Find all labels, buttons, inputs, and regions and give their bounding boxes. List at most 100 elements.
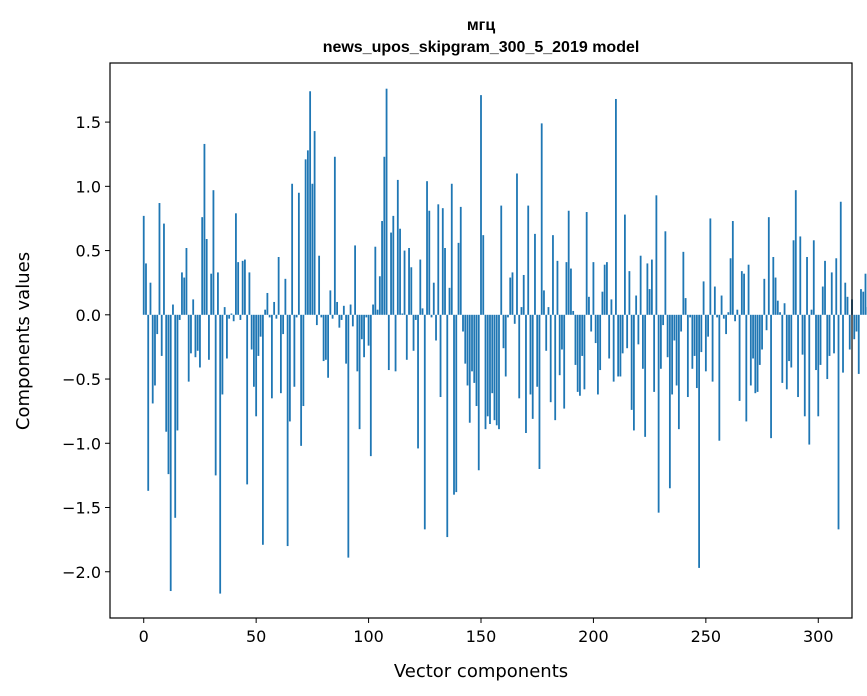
bar xyxy=(390,232,392,315)
bar xyxy=(480,95,482,315)
bar xyxy=(457,242,460,315)
bar xyxy=(662,314,665,326)
bar xyxy=(547,307,550,315)
bar xyxy=(437,204,440,315)
bar xyxy=(450,183,453,315)
bar xyxy=(565,262,568,315)
bar xyxy=(716,314,718,318)
bar xyxy=(369,314,372,457)
bar xyxy=(378,276,381,315)
bar xyxy=(464,314,467,364)
x-tick-label: 250 xyxy=(691,627,722,646)
bar xyxy=(405,314,408,360)
bar xyxy=(428,210,431,315)
bar xyxy=(846,296,849,315)
bar xyxy=(160,314,163,356)
bar xyxy=(803,314,806,417)
y-tick-label: −2.0 xyxy=(62,563,101,582)
bar xyxy=(659,314,662,369)
bar xyxy=(439,314,442,398)
bar xyxy=(648,289,651,315)
bar xyxy=(315,314,318,326)
bar xyxy=(446,314,449,538)
bar xyxy=(158,203,161,315)
bar xyxy=(520,307,523,315)
bar xyxy=(601,291,604,315)
bar xyxy=(172,304,174,315)
bar xyxy=(498,314,500,430)
bar xyxy=(277,256,280,315)
bar xyxy=(531,314,534,419)
bar xyxy=(300,314,303,446)
bar xyxy=(455,314,458,493)
bar xyxy=(262,314,264,545)
bar xyxy=(655,195,658,315)
bar xyxy=(324,314,327,360)
bar xyxy=(830,272,833,315)
bar xyxy=(709,218,712,315)
bar xyxy=(754,314,757,394)
bar xyxy=(358,314,361,430)
bar xyxy=(295,314,298,318)
bar xyxy=(203,143,206,315)
chart-title-line2: news_upos_skipgram_300_5_2019 model xyxy=(323,39,640,56)
bar xyxy=(475,314,478,407)
bar xyxy=(543,290,545,315)
x-tick-label: 200 xyxy=(578,627,609,646)
bar xyxy=(154,314,156,386)
bar xyxy=(250,314,253,350)
bar xyxy=(253,314,255,387)
bar xyxy=(579,314,581,396)
bar xyxy=(183,277,186,315)
bar xyxy=(181,272,183,315)
bar xyxy=(842,314,844,373)
chart-title-line1: мгц xyxy=(467,17,496,34)
bar xyxy=(624,214,626,315)
bar xyxy=(592,262,595,315)
bar xyxy=(187,314,190,382)
bar xyxy=(700,314,703,353)
x-tick-label: 100 xyxy=(353,627,384,646)
bar xyxy=(686,314,689,398)
bar xyxy=(239,314,242,320)
x-axis-label: Vector components xyxy=(394,661,568,682)
bar xyxy=(471,314,473,372)
bar xyxy=(363,314,365,358)
bar xyxy=(588,296,590,315)
bar xyxy=(297,192,300,315)
bar xyxy=(644,314,647,437)
bar xyxy=(169,314,172,592)
bar xyxy=(806,256,808,315)
bar xyxy=(401,313,404,315)
bar xyxy=(783,303,786,315)
bar xyxy=(214,314,217,476)
bar xyxy=(453,314,455,495)
y-tick-label: 1.0 xyxy=(76,177,101,196)
bar xyxy=(291,183,294,315)
bar xyxy=(165,314,168,432)
bar xyxy=(237,262,240,315)
bar xyxy=(781,314,784,383)
bar xyxy=(718,314,721,441)
bar xyxy=(367,314,370,346)
bar xyxy=(205,239,208,315)
bar xyxy=(720,295,723,315)
bar xyxy=(468,314,471,423)
bar xyxy=(864,273,867,315)
bar xyxy=(174,314,177,518)
bar xyxy=(554,314,557,421)
bar xyxy=(491,314,494,394)
bar xyxy=(848,314,851,350)
bar xyxy=(266,292,269,315)
x-tick-label: 0 xyxy=(139,627,149,646)
bar xyxy=(432,282,435,315)
bar xyxy=(293,314,296,387)
bar xyxy=(626,314,629,349)
bar xyxy=(199,314,201,368)
bar xyxy=(695,314,698,389)
bar xyxy=(646,263,649,315)
bar xyxy=(376,309,379,315)
bar xyxy=(761,314,763,350)
bar xyxy=(518,314,521,399)
bar xyxy=(248,272,251,315)
